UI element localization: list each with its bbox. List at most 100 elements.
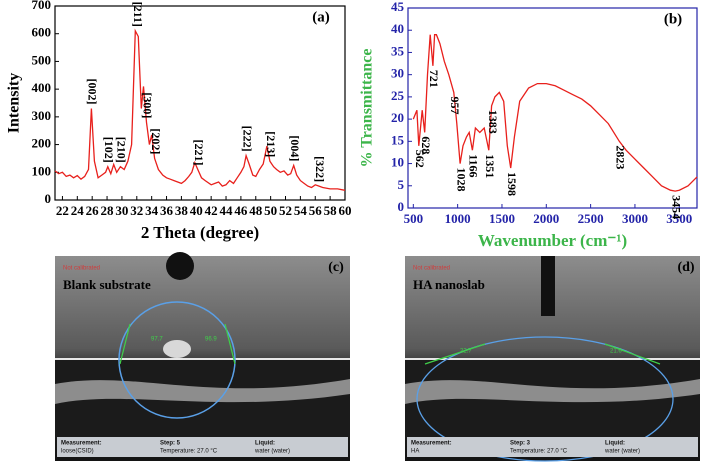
liquid: water (water) — [254, 449, 290, 455]
right-angle: 96.9 — [205, 337, 217, 343]
substrate-texture — [405, 379, 700, 404]
y-tick-label: 0 — [398, 199, 405, 214]
peak-label: 721 — [427, 70, 441, 88]
liquid-label: Liquid: — [255, 441, 275, 447]
plot-frame — [54, 5, 346, 201]
x-tick-label: 36 — [160, 203, 174, 218]
x-axis-label: 2 Theta (degree) — [141, 223, 259, 242]
panel-label: (d) — [677, 260, 694, 275]
droplet — [416, 336, 674, 462]
y-tick-label: 100 — [32, 163, 52, 178]
needle-tip — [166, 252, 194, 280]
y-tick-label: 300 — [32, 108, 52, 123]
x-tick-label: 1000 — [445, 211, 471, 226]
x-tick-label: 52 — [279, 203, 292, 218]
peak-annotation: [300] — [141, 92, 155, 118]
panel-label: (c) — [328, 260, 344, 275]
x-tick-label: 38 — [175, 203, 189, 218]
y-tick-label: 700 — [32, 0, 52, 12]
y-tick-label: 15 — [391, 132, 405, 147]
x-tick-label: 48 — [249, 203, 263, 218]
substrate-texture — [55, 379, 350, 404]
y-tick-label: 400 — [32, 80, 52, 95]
right-angle: 21.6 — [610, 349, 622, 355]
y-tick-label: 35 — [391, 43, 405, 58]
x-tick-label: 44 — [220, 203, 234, 218]
x-tick-label: 2500 — [578, 211, 604, 226]
measurement-label: Measurement: — [411, 441, 452, 447]
x-axis-label: Wavenumber (cm⁻¹) — [478, 231, 627, 250]
x-tick-label: 3500 — [666, 211, 692, 226]
sample-title: HA nanoslab — [413, 277, 485, 292]
tangent-left — [424, 343, 486, 365]
x-tick-label: 1500 — [489, 211, 515, 226]
y-tick-label: 30 — [391, 66, 404, 81]
x-tick-label: 40 — [190, 203, 203, 218]
peak-annotation: [102] — [102, 137, 116, 163]
measurement: HA — [411, 449, 419, 455]
peak-annotation: [002] — [86, 79, 100, 105]
tangent-right — [604, 343, 661, 365]
y-tick-label: 600 — [32, 25, 52, 40]
x-tick-label: 32 — [130, 203, 143, 218]
x-tick-label: 60 — [339, 203, 352, 218]
x-tick-label: 42 — [205, 203, 218, 218]
peak-label: 628 — [419, 136, 433, 154]
sample-title: Blank substrate — [63, 277, 151, 292]
photo-panel: 22.7 21.6 Not calibrated HA nanoslab (d) Meas… — [405, 256, 700, 462]
peak-annotation: [202] — [149, 128, 163, 154]
measurement-label: Measurement: — [61, 441, 102, 447]
plot-frame — [407, 7, 698, 209]
x-tick-label: 54 — [294, 203, 308, 218]
chart-panel: 0 5 10 15 20 25 30 35 40 45 500 1000 1500 2000 2500 300… — [359, 0, 698, 250]
peak-label: 1598 — [505, 172, 519, 196]
peak-annotation: [210] — [115, 137, 129, 163]
droplet — [118, 301, 236, 419]
peak-label: 2823 — [614, 145, 628, 169]
peak-annotation: [213] — [264, 131, 278, 157]
left-angle: 97.7 — [151, 337, 163, 343]
y-tick-label: 0 — [45, 191, 52, 206]
peak-label: 957 — [448, 96, 462, 114]
droplet-highlight — [163, 340, 191, 358]
x-tick-label: 28 — [101, 203, 115, 218]
y-axis-label: % Transmittance — [359, 49, 376, 168]
peak-annotation: [221] — [192, 140, 206, 166]
peak-label: 1166 — [467, 154, 481, 177]
data-line — [54, 28, 346, 191]
x-tick-label: 30 — [115, 203, 128, 218]
status: Not calibrated — [63, 266, 100, 272]
peak-label: 3454 — [669, 195, 683, 219]
x-tick-label: 56 — [309, 203, 323, 218]
panel-label: (a) — [312, 9, 330, 25]
peak-annotation: [322] — [313, 156, 327, 182]
measurement: loose(CSID) — [61, 449, 94, 455]
peak-annotation: [211] — [131, 2, 145, 27]
temperature: Temperature: 27.0 °C — [510, 449, 568, 455]
tangent-left — [119, 323, 131, 365]
peak-label: 1383 — [486, 110, 500, 134]
peak-annotation: [004] — [288, 135, 302, 161]
temperature: Temperature: 27.0 °C — [160, 449, 218, 455]
y-tick-label: 500 — [32, 52, 52, 67]
chart-panel: 0 100 200 300 400 500 600 700 22 24 26 28 30 32 34 36 38… — [6, 0, 352, 242]
status: Not calibrated — [413, 266, 450, 272]
liquid-label: Liquid: — [605, 441, 625, 447]
x-tick-label: 46 — [234, 203, 248, 218]
panel-label: (b) — [664, 11, 682, 27]
x-tick-label: 50 — [264, 203, 277, 218]
x-tick-label: 24 — [71, 203, 85, 218]
y-tick-label: 10 — [391, 155, 404, 170]
x-tick-label: 34 — [145, 203, 159, 218]
left-angle: 22.7 — [460, 349, 472, 355]
info-bar — [407, 437, 698, 457]
x-tick-label: 26 — [86, 203, 100, 218]
x-tick-label: 3000 — [622, 211, 648, 226]
step: Step: 5 — [160, 441, 181, 447]
info-bar — [57, 437, 348, 457]
peak-label: 1351 — [483, 154, 497, 178]
peak-label: 562 — [413, 150, 427, 168]
liquid: water (water) — [604, 449, 640, 455]
y-tick-label: 20 — [391, 110, 404, 125]
